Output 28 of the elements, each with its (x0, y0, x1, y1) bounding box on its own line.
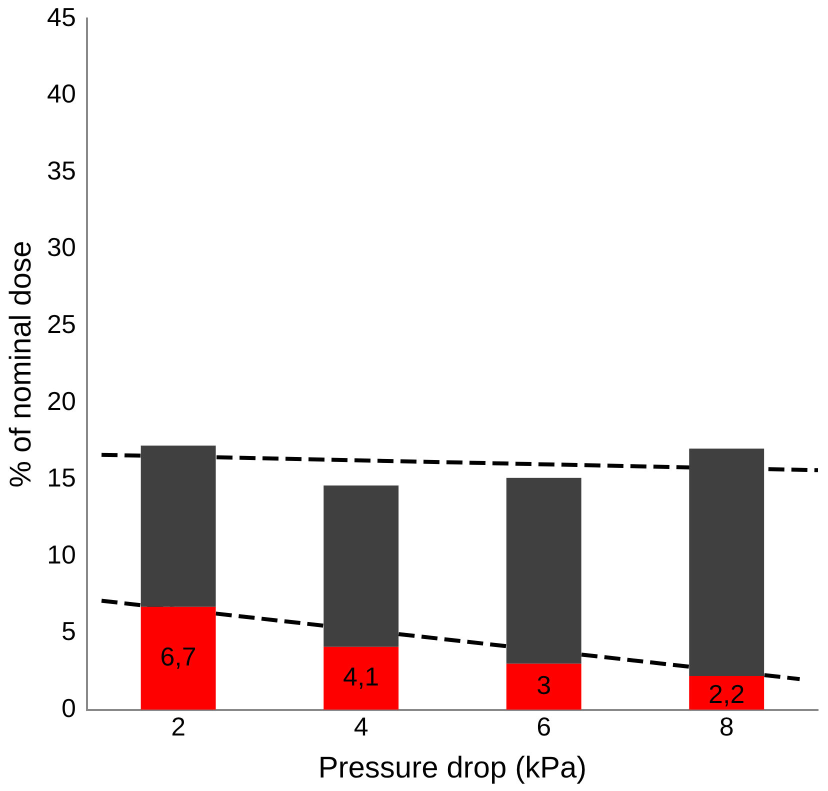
y-tick-label: 15 (47, 462, 76, 493)
y-tick-label: 35 (47, 155, 76, 186)
y-tick-label: 0 (61, 692, 76, 723)
bar (140, 446, 216, 607)
y-tick-label: 30 (47, 232, 76, 262)
data-label: 4,1 (342, 661, 380, 692)
y-tick-label: 5 (61, 616, 76, 646)
y-tick-label: 25 (47, 308, 76, 339)
bar (324, 646, 399, 710)
bar (506, 664, 582, 710)
x-tick-label: 2 (171, 712, 186, 742)
data-label: 3 (536, 670, 552, 700)
x-axis-title: Pressure drop (kPa) (318, 751, 587, 784)
bar (689, 676, 764, 710)
bar (689, 448, 764, 676)
y-axis-title: % of nominal dose (4, 240, 38, 488)
x-tick-label: 4 (354, 712, 368, 742)
y-tick-label: 20 (47, 386, 76, 416)
y-tick-label: 40 (47, 78, 76, 109)
bar (506, 478, 582, 664)
y-tick-label: 45 (47, 2, 76, 32)
y-tick-label: 10 (47, 539, 76, 570)
data-label: 2,2 (708, 679, 745, 710)
x-tick-label: 8 (719, 712, 734, 742)
data-label: 6,7 (160, 642, 196, 672)
x-tick-label: 6 (536, 712, 552, 742)
bar (324, 486, 399, 647)
bar (140, 606, 216, 710)
